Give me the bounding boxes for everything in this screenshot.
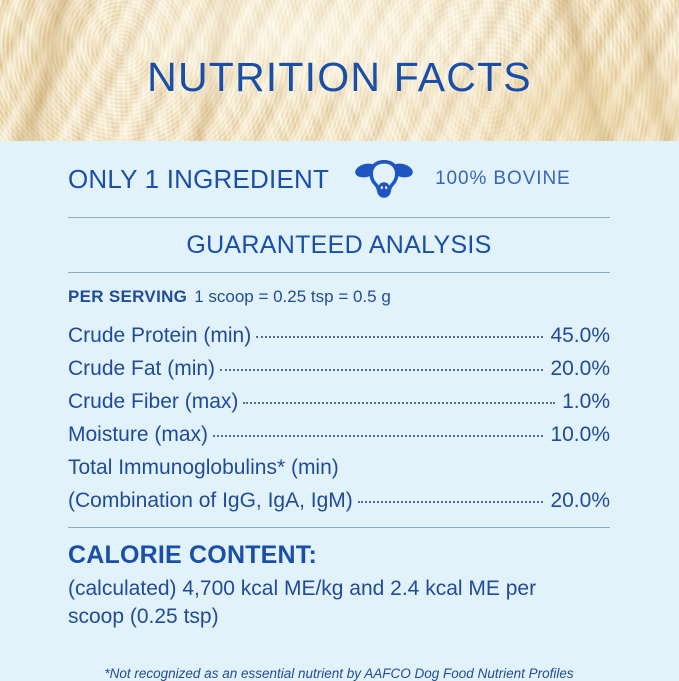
ingredient-row: ONLY 1 INGREDIENT 100% BOVINE [68,141,610,217]
analysis-row: Moisture (max) 10.0% [68,418,610,451]
divider-above-calorie-content [68,527,610,528]
nutrient-value: 20.0% [550,357,610,380]
nutrient-name: Crude Fat (min) [68,357,216,380]
per-serving-value: 1 scoop = 0.25 tsp = 0.5 g [194,287,391,306]
dot-leader [220,369,544,371]
bovine-label: 100% BOVINE [435,168,571,189]
nutrient-name: (Combination of IgG, IgA, IgM) [68,489,353,512]
calorie-content-heading: CALORIE CONTENT: [68,541,318,569]
nutrient-value: 45.0% [550,324,610,347]
per-serving-label: PER SERVING [68,287,188,306]
cow-head-icon [355,160,413,198]
dot-leader [357,501,544,503]
analysis-row: Crude Fiber (max) 1.0% [68,385,610,418]
analysis-row: Crude Protein (min) 45.0% [68,319,610,352]
analysis-list: Crude Protein (min) 45.0% Crude Fat (min… [68,313,610,527]
page-title: NUTRITION FACTS [147,54,532,100]
nutrient-name: Total Immunoglobulins* (min) [68,456,339,479]
nutrient-value: 10.0% [550,423,610,446]
divider-above-guaranteed-analysis [68,217,610,218]
nutrient-value: 20.0% [550,489,610,512]
nutrient-name: Crude Fiber (max) [68,390,239,413]
nutrient-name: Crude Protein (min) [68,324,252,347]
calorie-content-text: (calculated) 4,700 kcal ME/kg and 2.4 kc… [68,577,537,629]
dot-leader [243,402,556,404]
guaranteed-analysis-title: GUARANTEED ANALYSIS [186,231,492,259]
nutrient-value: 1.0% [562,390,610,413]
divider-below-guaranteed-analysis [68,272,610,273]
per-serving-row: PER SERVING 1 scoop = 0.25 tsp = 0.5 g [68,273,610,313]
ingredient-title: ONLY 1 INGREDIENT [68,163,330,194]
analysis-row: Total Immunoglobulins* (min) [68,451,610,484]
footnote: *Not recognized as an essential nutrient… [104,665,574,681]
analysis-row: (Combination of IgG, IgA, IgM) 20.0% [68,484,610,517]
nutrient-name: Moisture (max) [68,423,209,446]
analysis-row: Crude Fat (min) 20.0% [68,352,610,385]
dot-leader [213,435,544,437]
header-banner: NUTRITION FACTS [0,0,679,141]
dot-leader [256,336,544,338]
powder-texture-haze [0,0,679,141]
calorie-content-block: CALORIE CONTENT: (calculated) 4,700 kcal… [68,528,610,632]
nutrition-body-panel: ONLY 1 INGREDIENT 100% BOVINE [0,141,679,681]
